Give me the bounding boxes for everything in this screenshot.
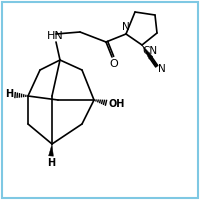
Text: N: N: [122, 22, 130, 32]
Text: N: N: [158, 64, 166, 74]
Text: CN: CN: [142, 46, 158, 56]
Text: HN: HN: [47, 31, 64, 41]
Text: O: O: [109, 59, 118, 69]
Polygon shape: [142, 45, 153, 59]
Text: OH: OH: [108, 99, 125, 109]
Polygon shape: [49, 144, 53, 156]
Text: H: H: [47, 158, 55, 168]
Text: H: H: [5, 89, 13, 99]
